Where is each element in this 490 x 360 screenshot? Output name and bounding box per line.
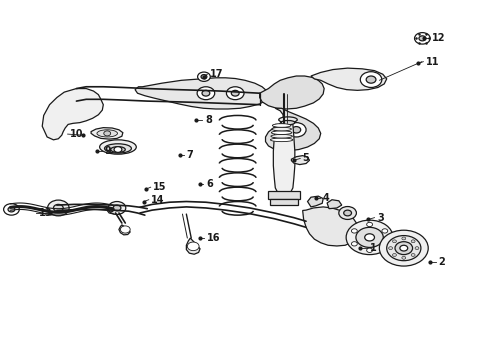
Text: 14: 14 [151,195,165,205]
Polygon shape [308,196,323,207]
Circle shape [197,87,215,100]
Text: 12: 12 [432,33,445,43]
Circle shape [187,242,199,251]
Circle shape [226,87,244,100]
Text: 6: 6 [206,179,213,189]
Ellipse shape [271,134,293,138]
Circle shape [367,222,372,226]
Polygon shape [273,125,295,196]
Ellipse shape [281,121,295,125]
Ellipse shape [97,130,118,137]
Circle shape [202,90,210,96]
Polygon shape [119,225,130,235]
Text: 9: 9 [104,146,111,156]
Circle shape [339,207,356,220]
Text: 3: 3 [377,213,384,222]
Circle shape [392,240,396,243]
Circle shape [366,76,376,83]
Polygon shape [270,199,298,205]
Circle shape [360,72,382,87]
Circle shape [231,90,239,96]
Polygon shape [135,78,269,109]
Circle shape [104,131,111,136]
Text: 17: 17 [210,69,223,79]
Text: 16: 16 [207,233,220,243]
Circle shape [108,202,126,215]
Circle shape [379,230,428,266]
Circle shape [415,247,419,249]
Circle shape [402,237,406,240]
Circle shape [48,200,69,216]
Circle shape [113,205,121,211]
Circle shape [343,210,351,216]
Text: 15: 15 [153,182,167,192]
Polygon shape [42,89,103,140]
Circle shape [387,235,421,261]
Circle shape [411,240,415,243]
Circle shape [53,204,63,212]
Circle shape [382,229,388,233]
Text: 8: 8 [205,115,212,125]
Circle shape [292,127,301,133]
Circle shape [274,134,289,144]
Text: 1: 1 [369,243,376,253]
Circle shape [121,226,130,233]
Text: 4: 4 [322,193,329,203]
Polygon shape [269,192,300,199]
Circle shape [392,253,396,256]
Circle shape [367,248,372,252]
Circle shape [351,229,357,233]
Text: 7: 7 [186,150,193,160]
Polygon shape [292,156,310,165]
Ellipse shape [104,144,131,153]
Ellipse shape [99,140,136,154]
Circle shape [415,33,430,44]
Circle shape [346,220,393,255]
Circle shape [400,245,408,251]
Polygon shape [303,207,358,246]
Circle shape [3,204,19,215]
Ellipse shape [270,138,293,141]
Polygon shape [266,108,321,150]
Text: 2: 2 [438,257,445,267]
Polygon shape [186,238,200,254]
Ellipse shape [271,131,292,134]
Circle shape [395,242,413,255]
Text: 5: 5 [303,153,309,163]
Text: 10: 10 [70,129,84,139]
Polygon shape [107,207,121,214]
Circle shape [114,147,122,152]
Text: 11: 11 [426,57,440,67]
Circle shape [389,247,392,249]
Circle shape [8,207,15,212]
Polygon shape [91,128,123,139]
Text: 13: 13 [39,208,52,218]
Circle shape [201,75,207,79]
Ellipse shape [111,147,125,152]
Circle shape [356,227,383,247]
Circle shape [351,242,357,246]
Circle shape [197,72,210,81]
Ellipse shape [272,127,292,131]
Circle shape [402,256,406,259]
Polygon shape [260,76,324,109]
Circle shape [382,242,388,246]
Circle shape [287,123,306,137]
Circle shape [419,36,426,41]
Ellipse shape [272,124,291,127]
Ellipse shape [279,117,297,123]
Circle shape [365,234,374,241]
Polygon shape [311,68,387,90]
Polygon shape [327,200,342,209]
Circle shape [411,253,415,256]
